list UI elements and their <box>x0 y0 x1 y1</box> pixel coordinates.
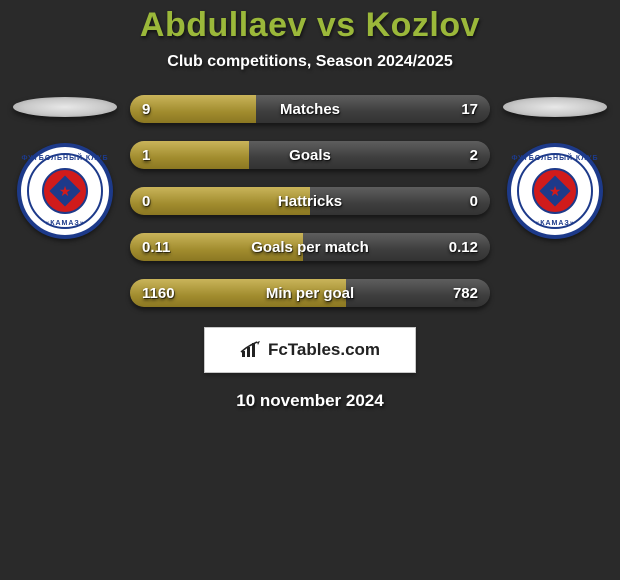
stat-row: 9Matches17 <box>130 95 490 123</box>
stat-value-right: 17 <box>461 95 478 123</box>
stat-value-right: 2 <box>470 141 478 169</box>
club-badge-right: ФУТБОЛЬНЫЙ КЛУБ ★ «КАМАЗ» <box>507 143 603 239</box>
main-panel: ФУТБОЛЬНЫЙ КЛУБ ★ «КАМАЗ» 9Matches17 1Goa… <box>0 93 620 307</box>
badge-outer: ФУТБОЛЬНЫЙ КЛУБ ★ «КАМАЗ» <box>507 143 603 239</box>
badge-star: ★ <box>549 184 562 198</box>
stat-row: 1Goals2 <box>130 141 490 169</box>
source-logo-text: FcTables.com <box>268 340 380 360</box>
badge-bottom-text: «КАМАЗ» <box>511 220 599 227</box>
stat-value-right: 0 <box>470 187 478 215</box>
stat-label: Matches <box>130 95 490 123</box>
stat-label: Goals per match <box>130 233 490 261</box>
stat-row: 0Hattricks0 <box>130 187 490 215</box>
badge-bottom-text: «КАМАЗ» <box>21 220 109 227</box>
source-logo-box: FcTables.com <box>204 327 416 373</box>
stats-bars: 9Matches17 1Goals2 0Hattricks0 0.11Goals pe… <box>130 93 490 307</box>
player-slot-left <box>13 97 117 117</box>
stat-value-right: 782 <box>453 279 478 307</box>
badge-top-text: ФУТБОЛЬНЫЙ КЛУБ <box>21 155 109 162</box>
player-slot-right <box>503 97 607 117</box>
bar-chart-icon <box>240 341 262 359</box>
left-player-column: ФУТБОЛЬНЫЙ КЛУБ ★ «КАМАЗ» <box>10 93 120 239</box>
right-player-column: ФУТБОЛЬНЫЙ КЛУБ ★ «КАМАЗ» <box>500 93 610 239</box>
date-label: 10 november 2024 <box>0 391 620 411</box>
badge-star: ★ <box>59 184 72 198</box>
stat-label: Goals <box>130 141 490 169</box>
badge-outer: ФУТБОЛЬНЫЙ КЛУБ ★ «КАМАЗ» <box>17 143 113 239</box>
stat-row: 0.11Goals per match0.12 <box>130 233 490 261</box>
stat-row: 1160Min per goal782 <box>130 279 490 307</box>
club-badge-left: ФУТБОЛЬНЫЙ КЛУБ ★ «КАМАЗ» <box>17 143 113 239</box>
stat-label: Min per goal <box>130 279 490 307</box>
page-subtitle: Club competitions, Season 2024/2025 <box>0 53 620 71</box>
badge-core: ★ <box>42 168 88 214</box>
badge-top-text: ФУТБОЛЬНЫЙ КЛУБ <box>511 155 599 162</box>
page-title: Abdullaev vs Kozlov <box>0 6 620 45</box>
badge-core: ★ <box>532 168 578 214</box>
comparison-infographic: Abdullaev vs Kozlov Club competitions, S… <box>0 0 620 411</box>
stat-label: Hattricks <box>130 187 490 215</box>
stat-value-right: 0.12 <box>449 233 478 261</box>
